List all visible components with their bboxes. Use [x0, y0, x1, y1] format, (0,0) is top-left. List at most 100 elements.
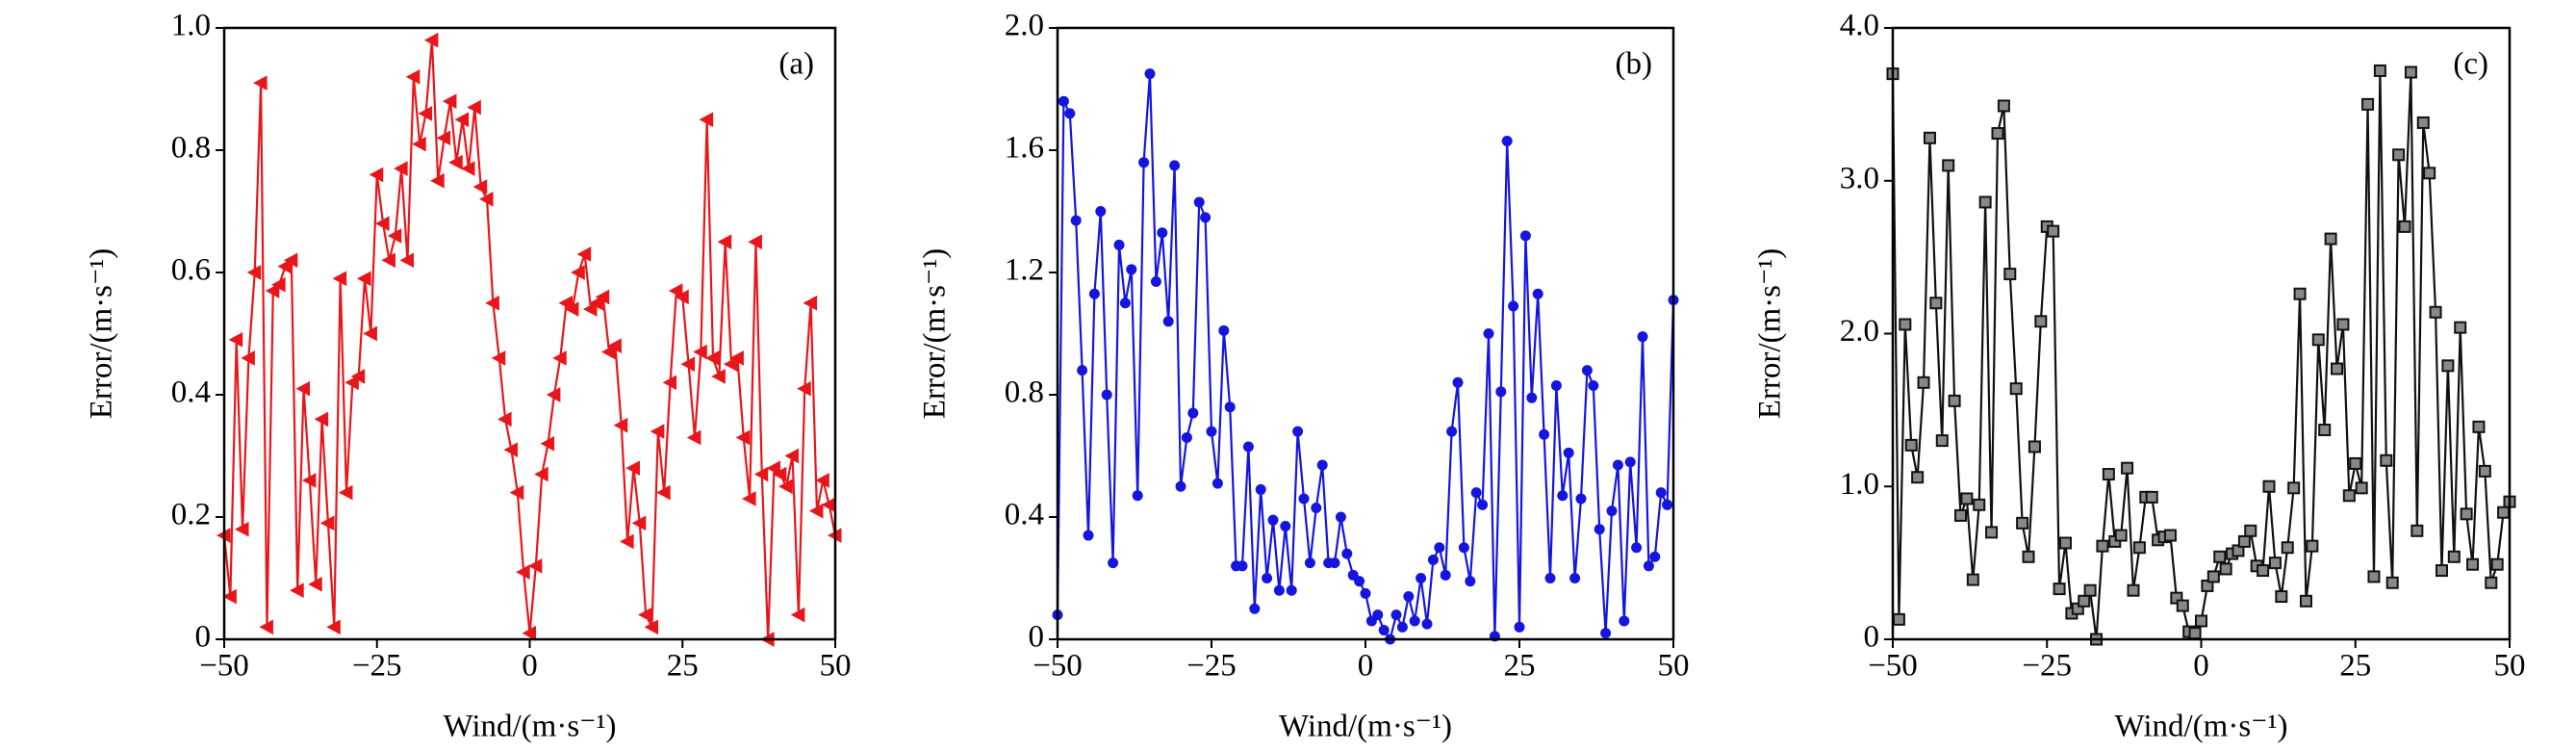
- marker: [1193, 196, 1205, 208]
- marker: [2293, 287, 2307, 300]
- marker: [1211, 478, 1223, 489]
- x-tick-label: 50: [820, 649, 852, 684]
- marker: [2355, 481, 2368, 495]
- marker: [2447, 550, 2461, 563]
- marker: [430, 172, 445, 189]
- panel: −50 −25 0 25 50 0 0.2 0.4 0.6 0.8 1.0 (a) Wind/(m·s⁻…: [85, 9, 852, 744]
- marker: [1954, 508, 1968, 522]
- marker: [2268, 557, 2282, 570]
- marker: [1187, 407, 1199, 419]
- marker: [2478, 464, 2491, 478]
- marker: [571, 265, 585, 280]
- marker: [699, 112, 714, 128]
- x-axis-label: Wind/(m·s⁻¹): [2115, 710, 2288, 744]
- marker: [1619, 615, 1630, 627]
- marker: [1600, 628, 1612, 639]
- marker: [2257, 564, 2270, 578]
- marker: [1286, 584, 1297, 596]
- marker: [338, 484, 353, 501]
- marker: [491, 350, 506, 366]
- marker: [516, 564, 530, 580]
- marker: [301, 473, 317, 488]
- marker: [1113, 239, 1125, 250]
- marker: [2454, 321, 2467, 334]
- marker: [607, 338, 622, 354]
- plot-frame: [222, 26, 837, 641]
- x-tick-label: −50: [199, 649, 249, 684]
- marker: [1470, 487, 1482, 499]
- marker: [1218, 324, 1230, 336]
- marker: [742, 491, 756, 506]
- marker: [1563, 447, 1574, 458]
- marker: [1997, 99, 2010, 113]
- marker: [436, 130, 451, 146]
- marker: [625, 460, 640, 477]
- marker: [2331, 362, 2344, 376]
- marker: [2497, 505, 2511, 519]
- marker: [2472, 420, 2486, 433]
- marker: [472, 179, 488, 194]
- marker: [319, 515, 335, 531]
- marker: [467, 99, 481, 116]
- marker: [2102, 468, 2115, 481]
- marker: [295, 380, 311, 397]
- marker: [2435, 564, 2448, 578]
- marker: [1292, 426, 1304, 437]
- marker: [405, 68, 421, 85]
- marker: [595, 289, 610, 305]
- marker: [509, 484, 524, 501]
- marker: [1304, 557, 1315, 569]
- marker: [1427, 554, 1439, 565]
- x-axis-label: Wind/(m·s⁻¹): [444, 710, 617, 744]
- marker: [271, 276, 286, 293]
- marker: [1237, 560, 1248, 572]
- marker: [2121, 461, 2134, 475]
- marker: [1403, 591, 1415, 603]
- marker: [1329, 557, 1340, 569]
- marker: [1206, 426, 1217, 437]
- marker: [582, 301, 598, 317]
- marker: [1966, 573, 1979, 586]
- marker: [1948, 394, 1961, 407]
- marker: [1416, 573, 1427, 583]
- marker: [1892, 612, 1905, 626]
- marker: [1421, 618, 1433, 630]
- marker: [1973, 498, 1986, 511]
- marker: [1434, 542, 1445, 554]
- marker: [1917, 376, 1930, 389]
- marker: [2188, 627, 2202, 640]
- marker: [1132, 490, 1143, 502]
- marker: [460, 161, 475, 176]
- x-tick-label: −25: [352, 649, 402, 684]
- marker: [1083, 530, 1094, 541]
- marker: [228, 332, 243, 348]
- y-tick-label: 2.0: [1005, 9, 1044, 43]
- marker: [1157, 227, 1168, 239]
- marker: [790, 607, 805, 623]
- marker: [478, 191, 494, 207]
- marker: [2385, 576, 2399, 589]
- marker: [2281, 541, 2294, 555]
- x-tick-label: −50: [1868, 649, 1918, 684]
- marker: [1077, 365, 1088, 376]
- marker: [1119, 298, 1131, 309]
- marker: [1539, 428, 1550, 440]
- x-tick-label: 0: [1358, 649, 1374, 684]
- marker: [576, 246, 592, 262]
- marker: [1175, 480, 1186, 492]
- marker: [1495, 386, 1507, 398]
- y-tick-label: 0.8: [1005, 376, 1044, 410]
- marker: [686, 429, 701, 446]
- marker: [1637, 331, 1648, 343]
- marker: [2132, 541, 2146, 555]
- marker: [2219, 562, 2232, 576]
- marker: [748, 234, 762, 250]
- marker: [2262, 479, 2276, 493]
- marker: [1273, 584, 1285, 596]
- marker: [1138, 157, 1150, 168]
- marker: [2016, 516, 2029, 530]
- y-tick-label: 1.2: [1005, 253, 1044, 288]
- y-tick-label: 1.0: [1840, 467, 1879, 502]
- marker: [222, 588, 237, 605]
